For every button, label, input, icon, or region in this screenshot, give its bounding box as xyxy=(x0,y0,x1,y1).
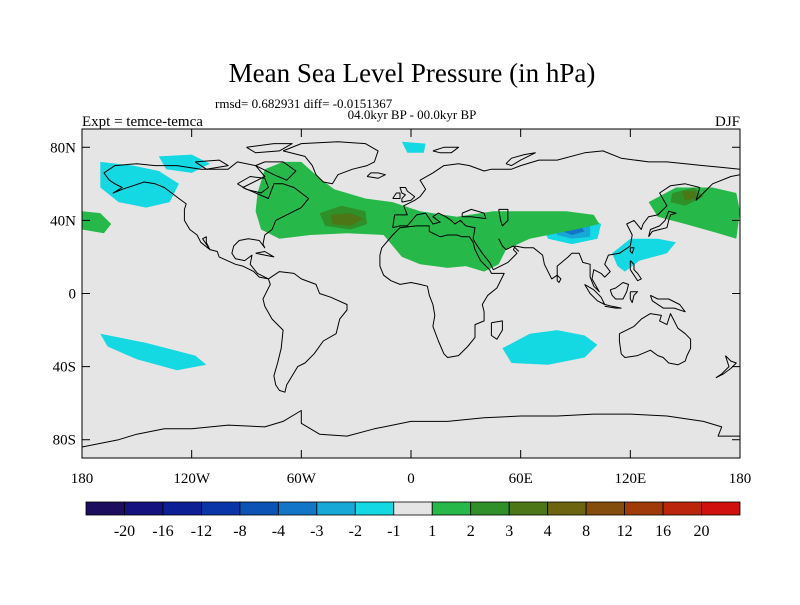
colorbar-swatch xyxy=(239,501,279,516)
coastline-sri-lanka xyxy=(556,274,562,283)
coastline-antarctica xyxy=(82,410,740,448)
colorbar: -20 -16 -12 -8 -4 -3 -2 -1 1 2 3 4 8 12 16 20 xyxy=(85,501,741,540)
chart-title: Mean Sea Level Pressure (in hPa) xyxy=(229,58,596,88)
colorbar-swatch xyxy=(431,501,472,516)
map-background xyxy=(82,129,740,458)
coastline-australia xyxy=(618,313,692,366)
colorbar-label: 4 xyxy=(544,523,552,540)
coastline-hudson-bay xyxy=(237,176,269,194)
coastline-taiwan xyxy=(629,247,635,254)
colorbar-label: -4 xyxy=(272,523,285,540)
coastline-south-america xyxy=(262,271,348,393)
anomaly-region-atl-pos3 xyxy=(330,213,364,226)
colorbar-swatch xyxy=(508,501,549,516)
y-tick-label: 40S xyxy=(53,360,76,376)
colorbar-label: 2 xyxy=(467,523,475,540)
x-tick-label: 180 xyxy=(729,471,752,487)
x-tick-label: 120E xyxy=(614,471,646,487)
colorbar-swatch xyxy=(701,501,741,516)
coastline-africa xyxy=(379,225,505,358)
colorbar-swatch xyxy=(624,501,664,516)
colorbar-swatch xyxy=(277,501,318,516)
colorbar-swatch xyxy=(585,501,625,516)
y-tick-label: 80N xyxy=(50,140,76,156)
colorbar-label: 20 xyxy=(694,523,710,540)
colorbar-label: -8 xyxy=(233,523,246,540)
anomaly-region-s-indian-neg xyxy=(502,330,598,365)
coastline-baffin xyxy=(255,161,297,181)
x-tick-label: 120W xyxy=(173,471,211,487)
coastline-borneo xyxy=(609,282,629,300)
colorbar-swatch xyxy=(547,501,587,516)
coastline-novaya-zemlya xyxy=(505,152,536,167)
colorbar-label: -16 xyxy=(152,523,173,540)
colorbar-label: 12 xyxy=(617,523,633,540)
colorbar-swatch xyxy=(470,501,510,516)
colorbar-label: -2 xyxy=(349,523,362,540)
coastline-svalbard xyxy=(432,146,459,154)
y-axis: 80N 40N 0 40S 80S xyxy=(50,140,740,449)
colorbar-label: 1 xyxy=(428,523,436,540)
experiment-label: Expt = temce-temca xyxy=(82,114,203,130)
coastline-japan xyxy=(648,210,677,238)
coastline-ireland xyxy=(392,192,401,199)
y-tick-label: 0 xyxy=(69,287,77,303)
coastline-new-zealand xyxy=(715,355,737,379)
stats-line: rmsd= 0.682931 diff= -0.0151367 xyxy=(215,96,393,111)
x-axis: 180 120W 60W 0 60E 120E 180 xyxy=(71,129,752,487)
colorbar-swatch xyxy=(316,501,356,516)
colorbar-swatch xyxy=(162,501,202,516)
colorbar-swatch xyxy=(354,501,395,516)
x-tick-label: 180 xyxy=(71,471,94,487)
coastline-ellesmere xyxy=(246,143,293,154)
coastline-caspian xyxy=(498,208,509,227)
colorbar-label: -12 xyxy=(191,523,212,540)
coastline-greenland xyxy=(282,141,379,185)
colorbar-swatch xyxy=(393,501,433,516)
y-tick-label: 80S xyxy=(53,433,76,449)
anomaly-region-s-pacific-neg xyxy=(100,333,207,371)
colorbar-swatch xyxy=(201,501,241,516)
x-tick-label: 0 xyxy=(407,471,415,487)
colorbar-label: -1 xyxy=(387,523,400,540)
anomaly-region-npac-pos3 xyxy=(681,191,697,201)
coastline-layer xyxy=(82,141,740,448)
colorbar-label: 16 xyxy=(655,523,671,540)
coastline-eurasia xyxy=(392,150,740,293)
coastline-indonesia-java xyxy=(604,304,622,309)
colorbar-swatch xyxy=(85,501,125,516)
coastline-sulawesi xyxy=(629,291,639,304)
colorbar-label: -3 xyxy=(310,523,323,540)
coastline-philippines xyxy=(629,260,642,282)
colorbar-label: 3 xyxy=(505,523,513,540)
anomaly-region-greenland-sea-neg xyxy=(401,141,426,153)
period-line: 04.0kyr BP - 00.0kyr BP xyxy=(348,107,477,122)
x-tick-label: 60E xyxy=(509,471,533,487)
anomaly-region-ne-pacific-pos xyxy=(82,211,112,234)
coastline-black-sea xyxy=(461,208,487,220)
coastline-north-america xyxy=(103,161,310,280)
colorbar-label: -20 xyxy=(114,523,135,540)
colorbar-swatch xyxy=(662,501,702,516)
coastline-madagascar xyxy=(490,320,503,340)
season-label: DJF xyxy=(715,114,740,130)
coastline-arabia-gulf xyxy=(498,238,520,252)
colorbar-label: 8 xyxy=(582,523,590,540)
y-tick-label: 40N xyxy=(50,213,76,229)
x-tick-label: 60W xyxy=(287,471,317,487)
colorbar-swatch xyxy=(124,501,164,516)
coastline-iceland xyxy=(366,172,386,179)
coastline-victoria-island xyxy=(195,159,229,170)
anomaly-region-n-pacific-neg xyxy=(100,161,179,208)
coastline-british-isles xyxy=(399,187,416,203)
coastline-cuba xyxy=(255,251,275,258)
coastline-new-guinea xyxy=(649,294,686,313)
